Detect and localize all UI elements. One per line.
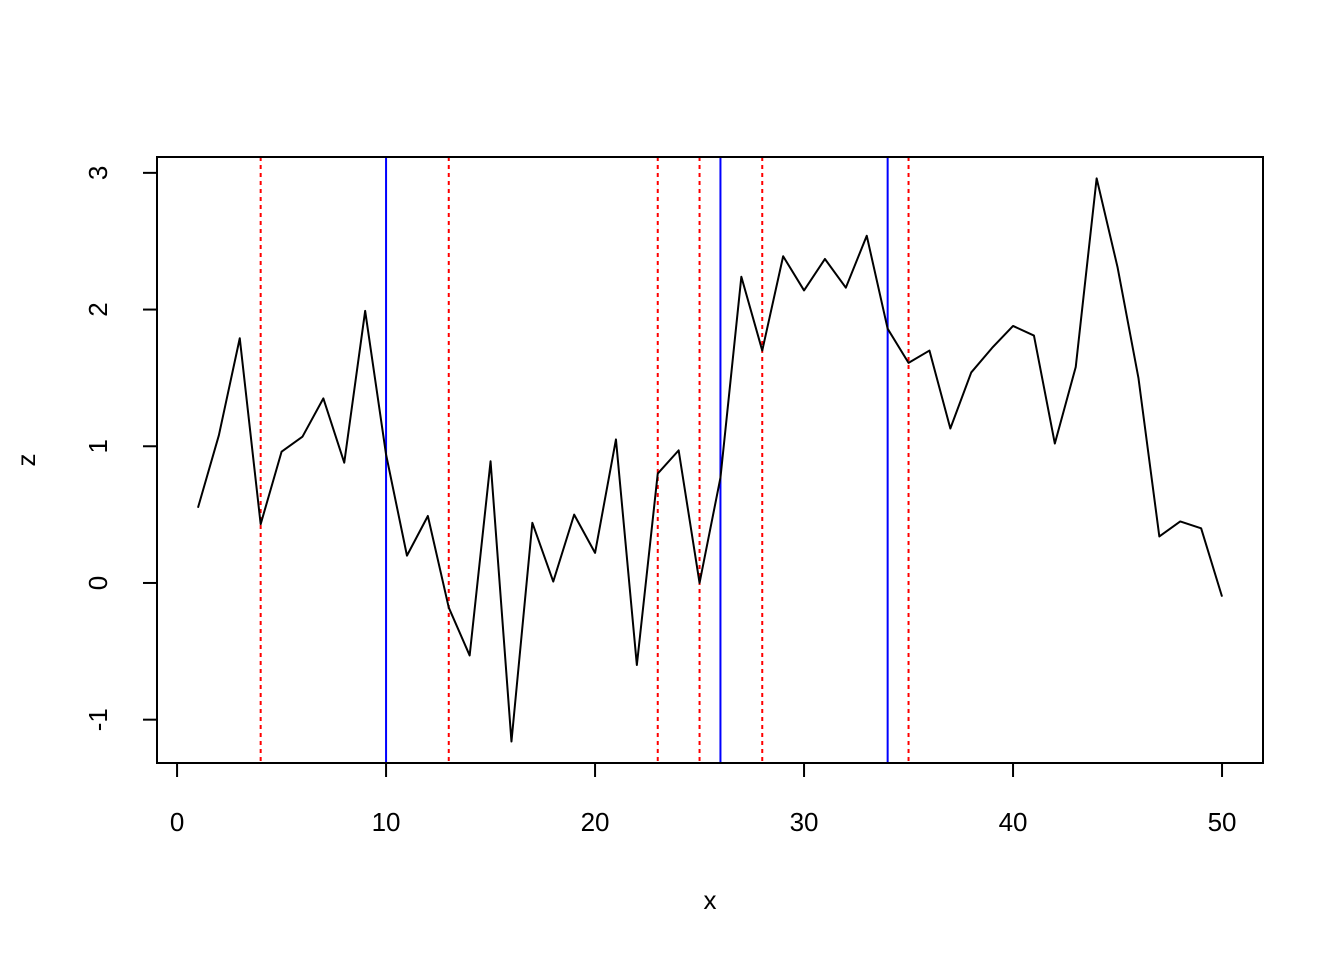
x-tick-label: 30: [790, 807, 819, 837]
x-tick-label: 50: [1208, 807, 1237, 837]
y-axis-title: z: [11, 454, 41, 467]
x-tick-label: 20: [581, 807, 610, 837]
y-tick-label: -1: [83, 708, 113, 731]
y-tick-label: 0: [83, 576, 113, 590]
x-tick-label: 10: [372, 807, 401, 837]
x-tick-label: 40: [999, 807, 1028, 837]
y-tick-label: 3: [83, 166, 113, 180]
y-tick-label: 1: [83, 439, 113, 453]
y-tick-label: 2: [83, 302, 113, 316]
x-axis-title: x: [704, 885, 717, 915]
x-tick-label: 0: [170, 807, 184, 837]
data-line: [197, 177, 1223, 743]
plot-frame: [156, 156, 1264, 764]
